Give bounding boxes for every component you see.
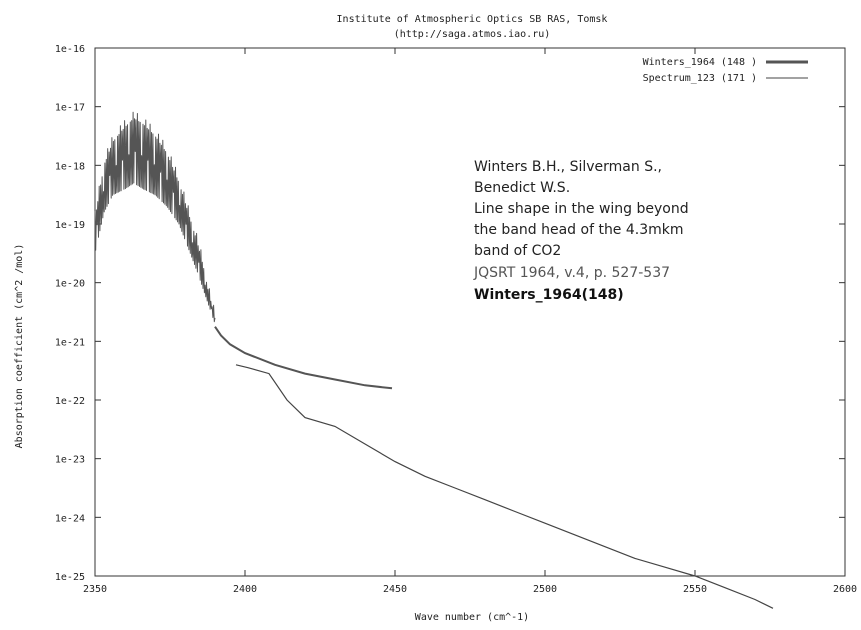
- legend: Winters_1964 (148 ) Spectrum_123 (171 ): [643, 57, 808, 84]
- y-tick-label: 1e-25: [55, 572, 85, 583]
- annotation-block: Winters B.H., Silverman S., Benedict W.S…: [473, 159, 689, 303]
- chart-subtitle: (http://saga.atmos.iao.ru): [394, 29, 551, 40]
- y-tick-label: 1e-19: [55, 220, 85, 231]
- y-tick-label: 1e-24: [55, 513, 85, 524]
- annotation-line-1: Winters B.H., Silverman S.,: [474, 159, 662, 175]
- annotation-line-5: band of CO2: [474, 243, 561, 259]
- x-tick-label: 2400: [233, 584, 257, 595]
- legend-label-winters: Winters_1964 (148 ): [643, 57, 757, 68]
- y-tick-label: 1e-18: [55, 161, 85, 172]
- legend-label-spectrum: Spectrum_123 (171 ): [643, 73, 757, 84]
- annotation-line-4: the band head of the 4.3mkm: [474, 222, 684, 238]
- series-spectrum: [235, 364, 774, 609]
- annotation-line-3: Line shape in the wing beyond: [474, 201, 689, 217]
- y-tick-label: 1e-21: [55, 337, 85, 348]
- annotation-line-2: Benedict W.S.: [474, 180, 570, 196]
- x-tick-label: 2600: [833, 584, 857, 595]
- y-tick-label: 1e-16: [55, 44, 85, 55]
- y-tick-label: 1e-22: [55, 396, 85, 407]
- annotation-line-6: JQSRT 1964, v.4, p. 527-537: [473, 265, 670, 281]
- x-ticks: 2350 2400 2450 2500 2550 2600: [83, 48, 857, 595]
- y-ticks: 1e-25 1e-24 1e-23 1e-22 1e-21 1e-20 1e-19 1e-18…: [55, 44, 845, 583]
- y-axis-label: Absorption coefficient (cm^2 /mol): [14, 244, 25, 449]
- y-tick-label: 1e-20: [55, 279, 85, 290]
- plot-frame: [94, 47, 846, 577]
- x-tick-label: 2350: [83, 584, 107, 595]
- y-tick-label: 1e-23: [55, 455, 85, 466]
- x-tick-label: 2500: [533, 584, 557, 595]
- series-winters-band: [94, 111, 216, 323]
- series-winters-wing: [214, 326, 393, 390]
- x-tick-label: 2450: [383, 584, 407, 595]
- chart-title: Institute of Atmospheric Optics SB RAS, …: [337, 14, 608, 25]
- series-layer: [94, 111, 774, 609]
- y-tick-label: 1e-17: [55, 103, 85, 114]
- annotation-line-7: Winters_1964(148): [474, 287, 624, 303]
- x-tick-label: 2550: [683, 584, 707, 595]
- x-axis-label: Wave number (cm^-1): [415, 612, 529, 623]
